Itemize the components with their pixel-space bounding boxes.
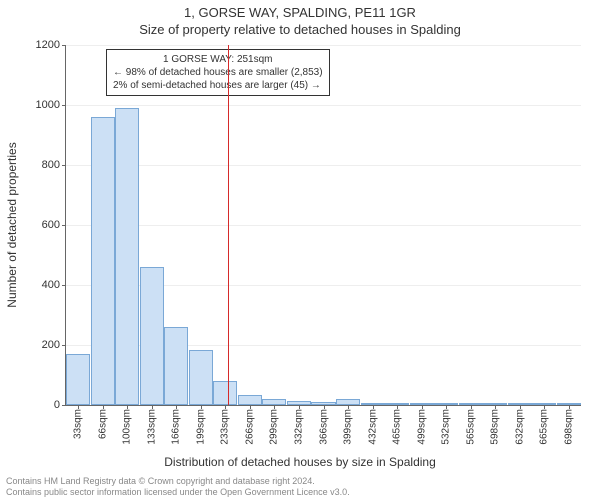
xtick-label: 366sqm <box>318 409 329 445</box>
chart-supertitle: 1, GORSE WAY, SPALDING, PE11 1GR <box>0 5 600 20</box>
xtick-label: 532sqm <box>441 409 452 445</box>
reference-line <box>228 45 229 405</box>
ytick-mark <box>62 345 66 346</box>
ytick-label: 800 <box>42 159 60 171</box>
histogram-bar <box>115 108 139 405</box>
annotation-line: 2% of semi-detached houses are larger (4… <box>113 79 323 92</box>
histogram-bar <box>164 327 188 405</box>
ytick-label: 400 <box>42 279 60 291</box>
ytick-label: 200 <box>42 339 60 351</box>
xtick-label: 199sqm <box>195 409 206 445</box>
xtick-label: 665sqm <box>539 409 550 445</box>
xtick-label: 698sqm <box>563 409 574 445</box>
gridline <box>66 45 581 46</box>
xtick-label: 465sqm <box>392 409 403 445</box>
xtick-label: 399sqm <box>343 409 354 445</box>
histogram-bar <box>140 267 164 405</box>
xtick-label: 166sqm <box>171 409 182 445</box>
histogram-bar <box>189 350 213 406</box>
xtick-label: 133sqm <box>146 409 157 445</box>
ytick-mark <box>62 105 66 106</box>
footer-attribution: Contains HM Land Registry data © Crown c… <box>6 476 350 498</box>
gridline <box>66 165 581 166</box>
histogram-bar <box>238 395 262 406</box>
histogram-bar <box>213 381 237 405</box>
xtick-label: 598sqm <box>490 409 501 445</box>
xtick-label: 432sqm <box>367 409 378 445</box>
xtick-label: 66sqm <box>97 409 108 439</box>
x-axis-label: Distribution of detached houses by size … <box>0 455 600 469</box>
footer-line-1: Contains HM Land Registry data © Crown c… <box>6 476 350 487</box>
annotation-line: ← 98% of detached houses are smaller (2,… <box>113 66 323 79</box>
gridline <box>66 225 581 226</box>
xtick-label: 499sqm <box>416 409 427 445</box>
chart-container: 1, GORSE WAY, SPALDING, PE11 1GR Size of… <box>0 0 600 500</box>
footer-line-2: Contains public sector information licen… <box>6 487 350 498</box>
chart-title: Size of property relative to detached ho… <box>0 22 600 37</box>
histogram-bar <box>66 354 90 405</box>
ytick-label: 0 <box>54 399 60 411</box>
xtick-label: 299sqm <box>269 409 280 445</box>
gridline <box>66 105 581 106</box>
ytick-label: 1000 <box>36 99 60 111</box>
ytick-mark <box>62 45 66 46</box>
xtick-label: 233sqm <box>220 409 231 445</box>
xtick-label: 266sqm <box>244 409 255 445</box>
xtick-label: 332sqm <box>293 409 304 445</box>
reference-annotation: 1 GORSE WAY: 251sqm← 98% of detached hou… <box>106 49 330 96</box>
histogram-bar <box>91 117 115 405</box>
xtick-label: 33sqm <box>73 409 84 439</box>
plot-area: 1 GORSE WAY: 251sqm← 98% of detached hou… <box>65 45 581 406</box>
xtick-label: 565sqm <box>465 409 476 445</box>
y-axis-label: Number of detached properties <box>5 142 19 307</box>
ytick-label: 1200 <box>36 39 60 51</box>
xtick-label: 632sqm <box>514 409 525 445</box>
annotation-line: 1 GORSE WAY: 251sqm <box>113 53 323 66</box>
ytick-mark <box>62 285 66 286</box>
ytick-mark <box>62 405 66 406</box>
ytick-label: 600 <box>42 219 60 231</box>
ytick-mark <box>62 165 66 166</box>
ytick-mark <box>62 225 66 226</box>
xtick-label: 100sqm <box>122 409 133 445</box>
